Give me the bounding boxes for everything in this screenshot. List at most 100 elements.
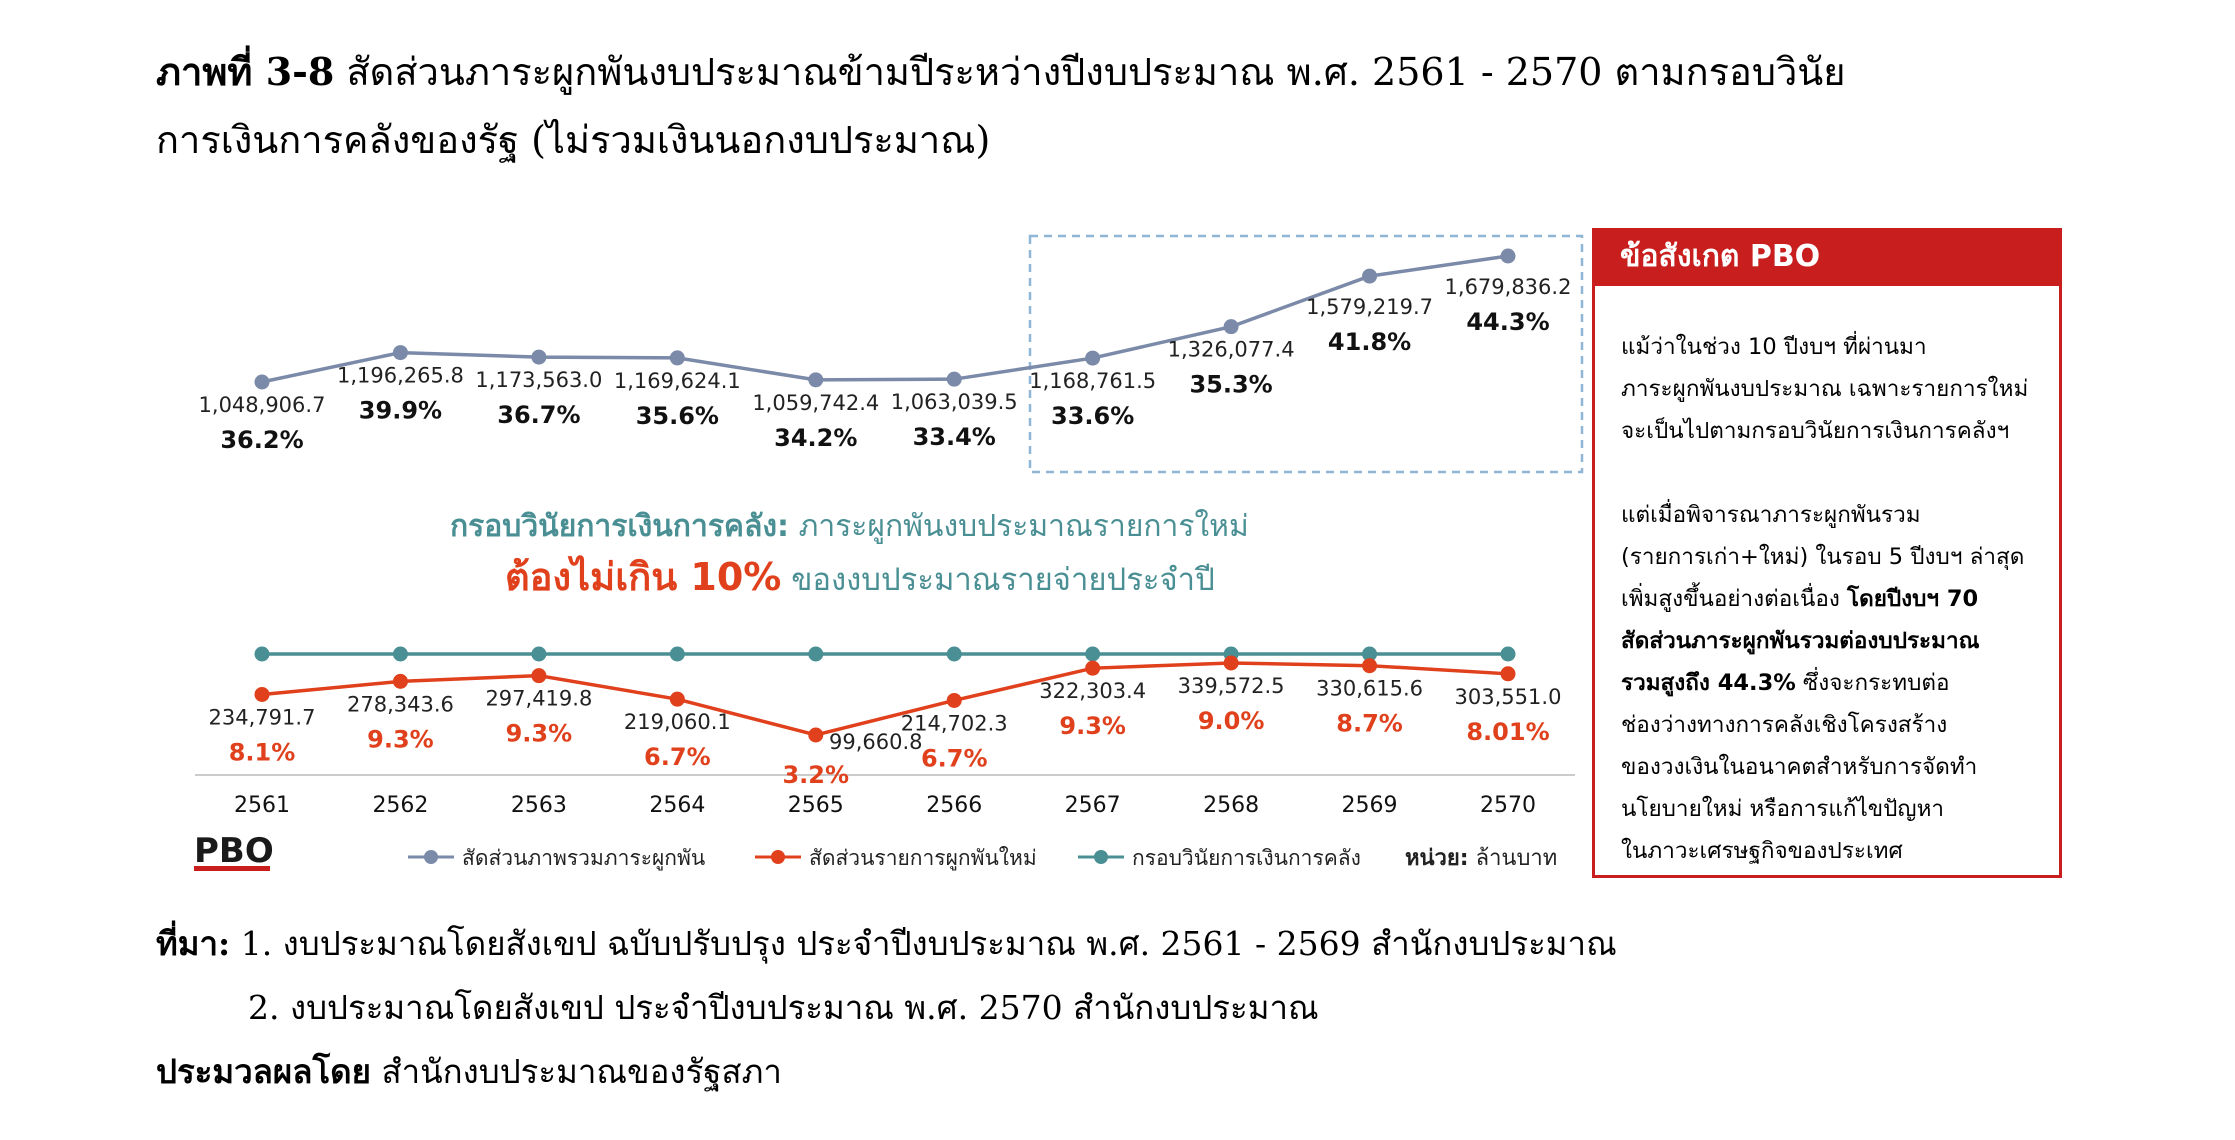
new-point (946, 692, 962, 708)
frame-point (1085, 646, 1101, 662)
total-value-label: 1,168,761.5 (1029, 369, 1156, 393)
new-percent-label: 6.7% (921, 744, 988, 772)
annotation-line2: ของงบประมาณรายจ่ายประจำปี (781, 562, 1214, 598)
new-value-label: 322,303.4 (1039, 679, 1146, 703)
frame-point (946, 646, 962, 662)
total-percent-label: 34.2% (774, 424, 857, 452)
new-point (254, 686, 270, 702)
new-point (1223, 655, 1239, 671)
source-item-2: 2. งบประมาณโดยสังเขป ประจำปีงบประมาณ พ.ศ… (248, 988, 1319, 1027)
total-value-label: 1,059,742.4 (752, 391, 879, 415)
total-percent-label: 35.6% (636, 402, 719, 430)
total-percent-label: 36.2% (220, 426, 303, 454)
annotation-line1: ภาระผูกพันงบประมาณรายการใหม่ (789, 509, 1249, 544)
new-point (1362, 658, 1378, 674)
frame-point (531, 646, 547, 662)
total-percent-label: 39.9% (359, 397, 442, 425)
frame-point (392, 646, 408, 662)
new-value-label: 214,702.3 (901, 711, 1008, 735)
pbo-para2-line2: (รายการเก่า+ใหม่) ในรอบ 5 ปีงบฯ ล่าสุด (1621, 544, 2025, 570)
total-percent-label: 35.3% (1189, 371, 1272, 399)
x-tick-label: 2562 (372, 793, 428, 818)
processed-by: สำนักงบประมาณของรัฐสภา (370, 1052, 782, 1091)
total-percent-label: 33.6% (1051, 402, 1134, 430)
total-point (254, 374, 270, 390)
total-point (669, 350, 685, 366)
x-tick-label: 2561 (234, 793, 290, 818)
new-value-label: 303,551.0 (1455, 685, 1562, 709)
x-tick-label: 2569 (1342, 793, 1398, 818)
x-tick-label: 2564 (649, 793, 705, 818)
pbo-logo-text: PBO (194, 831, 274, 871)
pbo-para2-line6: ช่องว่างทางการคลังเชิงโครงสร้าง (1621, 712, 1948, 738)
frame-point (1500, 646, 1516, 662)
figure-title-line2: การเงินการคลังของรัฐ (ไม่รวมเงินนอกงบประ… (156, 118, 991, 162)
pbo-para1-line2: ภาระผูกพันงบประมาณ เฉพาะรายการใหม่ (1621, 376, 2029, 402)
new-percent-label: 9.3% (506, 720, 573, 748)
pbo-logo: PBO (194, 831, 274, 871)
new-percent-label: 8.01% (1466, 718, 1549, 746)
svg-text:ต้องไม่เกิน 10% ของงบประมาณราย: ต้องไม่เกิน 10% ของงบประมาณรายจ่ายประจำป… (505, 555, 1215, 599)
pbo-note-box: ข้อสังเกต PBO แม้ว่าในช่วง 10 ปีงบฯ ที่ผ… (1592, 228, 2062, 878)
total-line (261, 254, 1509, 384)
new-value-label: 278,343.6 (347, 692, 454, 716)
new-value-label: 297,419.8 (485, 687, 592, 711)
new-point (669, 691, 685, 707)
frame-point (808, 646, 824, 662)
total-percent-label: 41.8% (1328, 328, 1411, 356)
pbo-para2-line4: สัดส่วนภาระผูกพันรวมต่องบประมาณ (1621, 628, 1980, 654)
pbo-para2-line3: เพิ่มสูงขึ้นอย่างต่อเนื่อง โดยปีงบฯ 70 (1621, 586, 1979, 612)
x-tick-label: 2565 (788, 793, 844, 818)
new-value-label: 330,615.6 (1316, 677, 1423, 701)
series-new: 234,791.7 8.1% 278,343.6 9.3% 297,419.8 9.3% 2… (209, 655, 1562, 789)
pbo-note-body: แม้ว่าในช่วง 10 ปีงบฯ ที่ผ่านมา ภาระผูกพ… (1621, 326, 2051, 914)
frame-point (669, 646, 685, 662)
source-item-1: 1. งบประมาณโดยสังเขป ฉบับปรับปรุง ประจำป… (230, 924, 1617, 963)
total-point (808, 372, 824, 388)
line-chart: กรอบวินัยการเงินการคลัง: ภาระผูกพันงบประ… (194, 234, 1584, 871)
x-tick-label: 2570 (1480, 793, 1536, 818)
frame-point (1362, 646, 1378, 662)
new-line (261, 661, 1509, 737)
new-percent-label: 6.7% (644, 743, 711, 771)
annotation-line1-bold: กรอบวินัยการเงินการคลัง: (450, 509, 789, 544)
total-percent-label: 44.3% (1466, 308, 1549, 336)
series-frame (254, 646, 1516, 662)
x-tick-label: 2568 (1203, 793, 1259, 818)
new-value-label: 234,791.7 (209, 705, 316, 729)
total-point (1500, 248, 1516, 264)
svg-text:กรอบวินัยการเงินการคลัง: ภาระผ: กรอบวินัยการเงินการคลัง: ภาระผูกพันงบประ… (450, 509, 1249, 544)
pbo-para1-line3: จะเป็นไปตามกรอบวินัยการเงินการคลังฯ (1621, 418, 2010, 444)
unit-label: หน่วย: ล้านบาท (1405, 846, 1557, 871)
total-percent-label: 36.7% (497, 401, 580, 429)
x-tick-labels: 2561 2562 2563 2564 2565 2566 2567 2568 2569 2570 (234, 793, 1536, 818)
source-label: ที่มา: (156, 924, 231, 963)
total-value-label: 1,063,039.5 (891, 390, 1018, 414)
total-value-label: 1,173,563.0 (475, 368, 602, 392)
frame-annotation: กรอบวินัยการเงินการคลัง: ภาระผูกพันงบประ… (450, 509, 1249, 599)
new-value-label: 219,060.1 (624, 710, 731, 734)
pbo-para2-line1: แต่เมื่อพิจารณาภาระผูกพันรวม (1621, 502, 1921, 528)
source-note: ที่มา: 1. งบประมาณโดยสังเขป ฉบับปรับปรุง… (156, 912, 1617, 1104)
series-total: 1,048,906.7 36.2% 1,196,265.8 39.9% 1,173,56… (199, 248, 1572, 454)
new-percent-label: 8.1% (229, 738, 296, 766)
new-percent-label: 8.7% (1336, 710, 1403, 738)
x-tick-label: 2563 (511, 793, 567, 818)
figure-title: ภาพที่ 3-8 สัดส่วนภาระผูกพันงบประมาณข้าม… (156, 38, 2116, 174)
pbo-para2-line9: ในภาวะเศรษฐกิจของประเทศ (1621, 838, 1903, 864)
total-point (1085, 350, 1101, 366)
total-point (1362, 268, 1378, 284)
legend-new: สัดส่วนรายการผูกพันใหม่ (809, 846, 1037, 871)
pbo-para2-line8: นโยบายใหม่ หรือการแก้ไขปัญหา (1621, 796, 1945, 822)
new-point (1085, 660, 1101, 676)
total-value-label: 1,679,836.2 (1445, 275, 1572, 299)
legend: สัดส่วนภาพรวมภาระผูกพัน สัดส่วนรายการผูก… (408, 846, 1557, 871)
highlight-box (1028, 234, 1584, 474)
pbo-para1-line1: แม้ว่าในช่วง 10 ปีงบฯ ที่ผ่านมา (1621, 334, 1927, 360)
pbo-para2-line5: รวมสูงถึง 44.3% ซึ่งจะกระทบต่อ (1621, 670, 1950, 696)
new-value-label: 339,572.5 (1178, 674, 1285, 698)
total-value-label: 1,326,077.4 (1168, 338, 1295, 362)
new-percent-label: 9.0% (1198, 707, 1265, 735)
total-point (392, 345, 408, 361)
annotation-line2-bold: ต้องไม่เกิน 10% (505, 555, 781, 599)
